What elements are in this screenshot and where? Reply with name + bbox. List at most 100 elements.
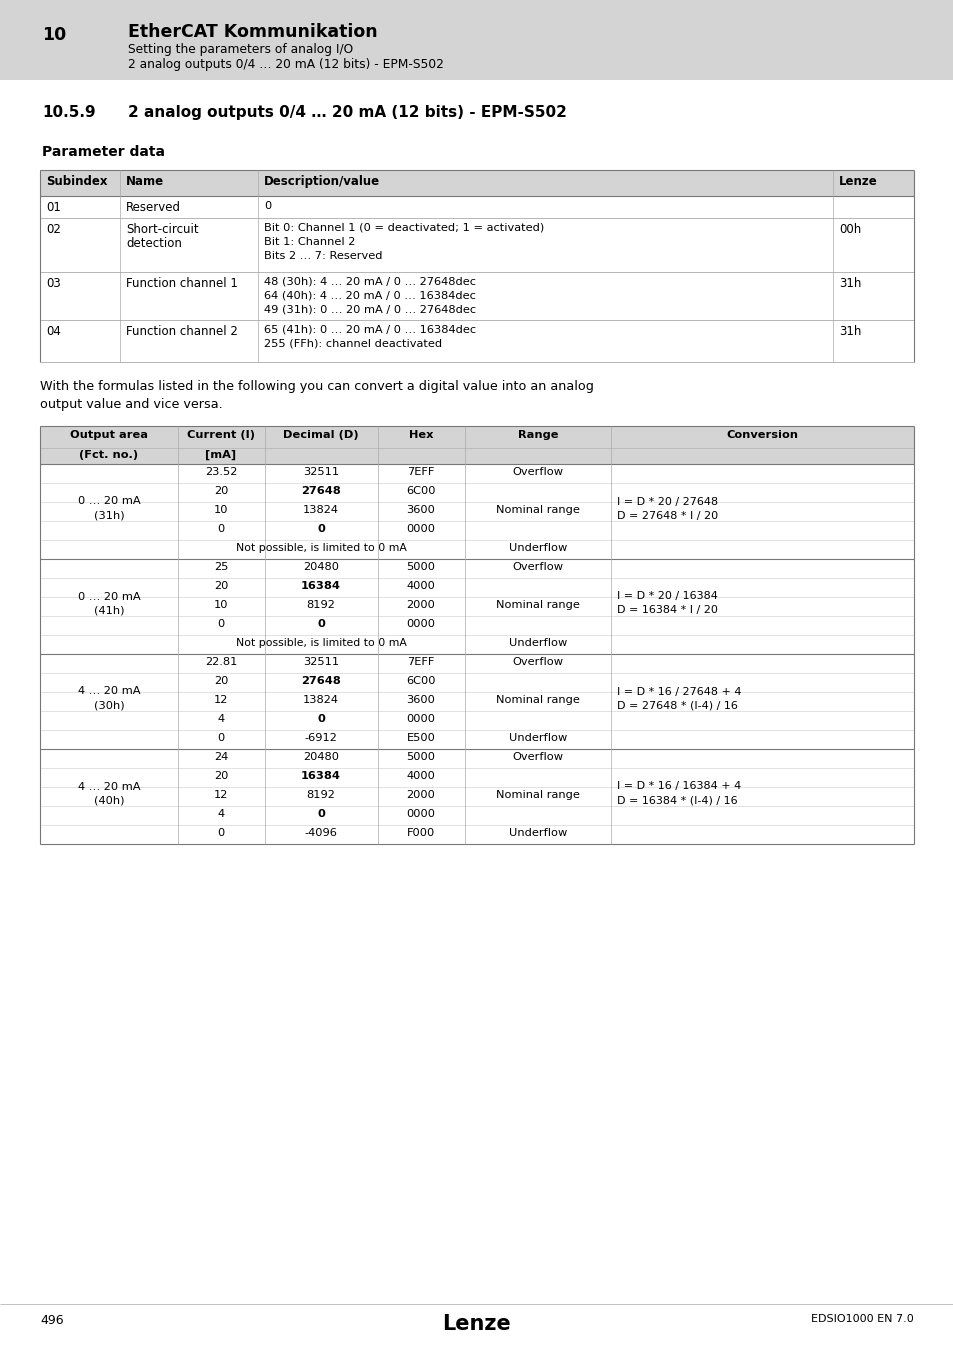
Text: 22.81: 22.81 — [205, 657, 237, 667]
Text: 00h: 00h — [838, 223, 861, 236]
Text: Name: Name — [126, 176, 164, 188]
Text: I = D * 20 / 27648: I = D * 20 / 27648 — [617, 497, 718, 506]
Bar — [40, 483, 913, 502]
Text: Hex: Hex — [408, 431, 433, 440]
Bar — [40, 711, 913, 730]
Text: 0: 0 — [316, 714, 325, 724]
Text: 0: 0 — [217, 524, 224, 535]
Text: (41h): (41h) — [93, 606, 124, 616]
Text: Output area: Output area — [70, 431, 148, 440]
Text: 2 analog outputs 0/4 … 20 mA (12 bits) - EPM-S502: 2 analog outputs 0/4 … 20 mA (12 bits) -… — [128, 58, 443, 72]
Text: 10.5.9: 10.5.9 — [42, 105, 95, 120]
Text: 0000: 0000 — [406, 714, 435, 724]
Text: 16384: 16384 — [301, 580, 340, 591]
Text: detection: detection — [126, 238, 182, 250]
Bar — [40, 196, 913, 217]
Text: 01: 01 — [46, 201, 61, 215]
Text: Not possible, is limited to 0 mA: Not possible, is limited to 0 mA — [235, 543, 406, 554]
Text: Underflow: Underflow — [508, 733, 566, 743]
Text: (Fct. no.): (Fct. no.) — [79, 450, 138, 460]
Bar — [40, 464, 913, 483]
Bar — [40, 616, 913, 634]
Text: I = D * 20 / 16384: I = D * 20 / 16384 — [617, 591, 717, 602]
Text: 3600: 3600 — [406, 505, 435, 514]
Text: Function channel 1: Function channel 1 — [126, 277, 237, 290]
Text: 2000: 2000 — [406, 790, 435, 801]
Bar — [40, 749, 913, 768]
Bar — [40, 170, 913, 196]
Text: 20480: 20480 — [303, 562, 338, 572]
Bar — [40, 825, 913, 844]
Text: 10: 10 — [42, 26, 66, 45]
Text: Parameter data: Parameter data — [42, 144, 165, 159]
Text: EDSIO1000 EN 7.0: EDSIO1000 EN 7.0 — [810, 1314, 913, 1324]
Text: Range: Range — [517, 431, 558, 440]
Text: 8192: 8192 — [306, 790, 335, 801]
Text: Current (I): Current (I) — [187, 431, 254, 440]
Bar — [40, 320, 913, 362]
Text: 32511: 32511 — [303, 657, 338, 667]
Text: 8192: 8192 — [306, 599, 335, 610]
Text: Setting the parameters of analog I/O: Setting the parameters of analog I/O — [128, 43, 353, 55]
Text: 0 … 20 mA: 0 … 20 mA — [77, 497, 140, 506]
Bar — [40, 693, 913, 711]
Text: 0: 0 — [217, 620, 224, 629]
Text: 03: 03 — [46, 277, 61, 290]
Text: Underflow: Underflow — [508, 543, 566, 554]
Text: Nominal range: Nominal range — [496, 505, 579, 514]
Text: 49 (31h): 0 … 20 mA / 0 … 27648dec: 49 (31h): 0 … 20 mA / 0 … 27648dec — [264, 305, 476, 315]
Text: 0000: 0000 — [406, 524, 435, 535]
Text: Function channel 2: Function channel 2 — [126, 325, 237, 338]
Bar — [40, 730, 913, 749]
Text: Conversion: Conversion — [725, 431, 797, 440]
Text: 4000: 4000 — [406, 771, 435, 782]
Text: 7EFF: 7EFF — [407, 657, 435, 667]
Bar — [0, 0, 953, 80]
Text: Bit 0: Channel 1 (0 = deactivated; 1 = activated): Bit 0: Channel 1 (0 = deactivated; 1 = a… — [264, 223, 543, 234]
Text: 20: 20 — [213, 676, 228, 686]
Text: Bit 1: Channel 2: Bit 1: Channel 2 — [264, 238, 355, 247]
Text: 10: 10 — [213, 505, 228, 514]
Text: EtherCAT Kommunikation: EtherCAT Kommunikation — [128, 23, 377, 40]
Text: 4 … 20 mA: 4 … 20 mA — [77, 687, 140, 697]
Text: Nominal range: Nominal range — [496, 790, 579, 801]
Text: Underflow: Underflow — [508, 828, 566, 838]
Text: Short-circuit: Short-circuit — [126, 223, 198, 236]
Text: 0000: 0000 — [406, 620, 435, 629]
Text: 32511: 32511 — [303, 467, 338, 477]
Text: Decimal (D): Decimal (D) — [283, 431, 358, 440]
Text: Not possible, is limited to 0 mA: Not possible, is limited to 0 mA — [235, 639, 406, 648]
Text: 6C00: 6C00 — [406, 676, 436, 686]
Text: D = 16384 * I / 20: D = 16384 * I / 20 — [617, 606, 717, 616]
Text: D = 16384 * (I-4) / 16: D = 16384 * (I-4) / 16 — [617, 795, 737, 806]
Text: 0: 0 — [217, 828, 224, 838]
Bar — [40, 427, 913, 464]
Text: 3600: 3600 — [406, 695, 435, 705]
Text: 4 … 20 mA: 4 … 20 mA — [77, 782, 140, 791]
Text: 27648: 27648 — [301, 486, 340, 495]
Bar — [40, 787, 913, 806]
Text: 12: 12 — [213, 695, 228, 705]
Text: E500: E500 — [406, 733, 435, 743]
Bar — [40, 597, 913, 616]
Text: 13824: 13824 — [303, 695, 338, 705]
Text: Underflow: Underflow — [508, 639, 566, 648]
Text: 496: 496 — [40, 1314, 64, 1327]
Text: 255 (FFh): channel deactivated: 255 (FFh): channel deactivated — [264, 339, 441, 350]
Text: Overflow: Overflow — [512, 657, 563, 667]
Text: (30h): (30h) — [93, 701, 124, 710]
Text: 0: 0 — [316, 620, 325, 629]
Text: D = 27648 * I / 20: D = 27648 * I / 20 — [617, 510, 718, 521]
Text: 5000: 5000 — [406, 752, 435, 761]
Bar — [40, 502, 913, 521]
Text: Nominal range: Nominal range — [496, 599, 579, 610]
Text: Overflow: Overflow — [512, 562, 563, 572]
Bar — [40, 540, 913, 559]
Text: 31h: 31h — [838, 277, 861, 290]
Text: (40h): (40h) — [93, 795, 124, 806]
Text: 12: 12 — [213, 790, 228, 801]
Text: 20: 20 — [213, 580, 228, 591]
Bar — [40, 634, 913, 653]
Text: 4000: 4000 — [406, 580, 435, 591]
Text: 48 (30h): 4 … 20 mA / 0 … 27648dec: 48 (30h): 4 … 20 mA / 0 … 27648dec — [264, 277, 476, 288]
